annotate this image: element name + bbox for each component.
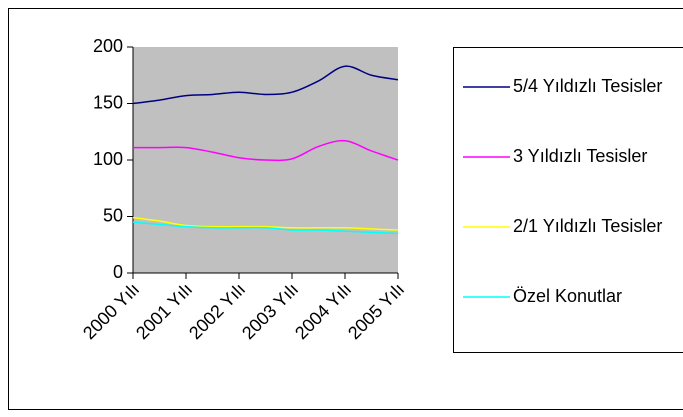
legend-label: 3 Yıldızlı Tesisler <box>513 146 647 166</box>
y-tick-label: 0 <box>113 262 123 282</box>
legend-label: 2/1 Yıldızlı Tesisler <box>513 216 662 236</box>
series-line <box>132 65 399 105</box>
legend-label: 5/4 Yıldızlı Tesisler <box>513 76 662 96</box>
y-tick-label: 150 <box>93 92 123 112</box>
series-line <box>133 139 399 162</box>
series-line <box>132 221 399 235</box>
legend-label: Özel Konutlar <box>513 286 622 306</box>
legend-box <box>453 47 683 353</box>
y-tick-label: 50 <box>103 205 123 225</box>
y-tick-label: 100 <box>93 149 123 169</box>
series-line <box>132 216 399 231</box>
y-tick-label: 200 <box>93 36 123 56</box>
